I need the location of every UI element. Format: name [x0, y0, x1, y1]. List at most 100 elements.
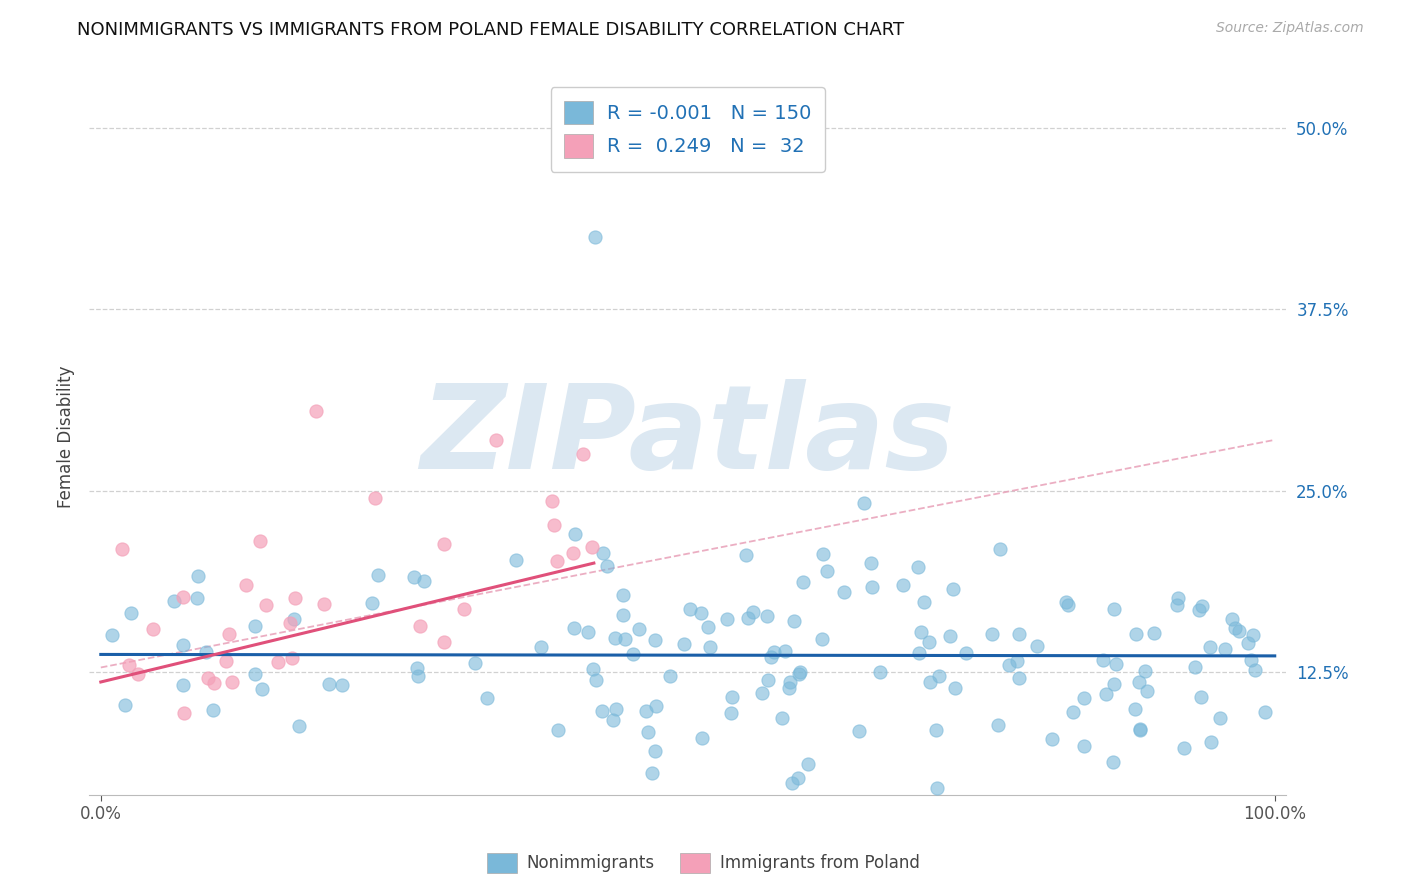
Point — [751, 685, 773, 699]
Point — [955, 646, 977, 660]
Point — [547, 723, 569, 737]
Point — [869, 665, 891, 680]
Point — [562, 546, 585, 560]
Point — [218, 627, 240, 641]
Point — [1040, 732, 1063, 747]
Point — [172, 638, 194, 652]
Point — [1125, 702, 1147, 716]
Point — [592, 546, 614, 560]
Point — [789, 666, 811, 681]
Point — [759, 650, 782, 665]
Point — [1241, 627, 1264, 641]
Point — [987, 718, 1010, 732]
Point — [789, 665, 811, 680]
Point — [939, 629, 962, 643]
Point — [720, 690, 742, 704]
Point — [1189, 690, 1212, 705]
Point — [408, 668, 430, 682]
Point — [284, 591, 307, 606]
Point — [1102, 677, 1125, 691]
Point — [173, 706, 195, 721]
Point — [318, 677, 340, 691]
Point — [1105, 657, 1128, 671]
Point — [127, 667, 149, 681]
Point — [928, 669, 950, 683]
Point — [1239, 653, 1261, 667]
Point — [361, 596, 384, 610]
Point — [142, 622, 165, 636]
Point — [672, 637, 695, 651]
Point — [980, 626, 1002, 640]
Point — [202, 675, 225, 690]
Point — [195, 645, 218, 659]
Point — [1008, 671, 1031, 685]
Point — [658, 669, 681, 683]
Y-axis label: Female Disability: Female Disability — [58, 365, 75, 508]
Point — [283, 612, 305, 626]
Point — [235, 578, 257, 592]
Point — [585, 673, 607, 688]
Point — [1184, 660, 1206, 674]
Point — [925, 780, 948, 795]
Point — [787, 771, 810, 785]
Point — [1128, 675, 1150, 690]
Point — [1104, 602, 1126, 616]
Point — [1062, 705, 1084, 719]
Point — [636, 704, 658, 718]
Point — [562, 621, 585, 635]
Point — [572, 447, 595, 461]
Point — [1007, 627, 1029, 641]
Point — [1125, 626, 1147, 640]
Legend: Nonimmigrants, Immigrants from Poland: Nonimmigrants, Immigrants from Poland — [479, 847, 927, 880]
Point — [942, 582, 965, 597]
Text: ZIPatlas: ZIPatlas — [420, 379, 955, 494]
Point — [595, 559, 617, 574]
Point — [637, 724, 659, 739]
Point — [920, 675, 942, 690]
Point — [543, 518, 565, 533]
Point — [945, 681, 967, 696]
Point — [925, 723, 948, 737]
Point — [1143, 625, 1166, 640]
Point — [741, 605, 763, 619]
Point — [367, 568, 389, 582]
Point — [330, 678, 353, 692]
Point — [1254, 705, 1277, 719]
Point — [621, 647, 644, 661]
Point — [464, 656, 486, 670]
Point — [1209, 711, 1232, 725]
Point — [121, 607, 143, 621]
Point — [214, 654, 236, 668]
Point — [815, 564, 838, 578]
Point — [737, 611, 759, 625]
Point — [720, 706, 742, 721]
Point — [100, 627, 122, 641]
Point — [1227, 624, 1250, 638]
Point — [243, 667, 266, 681]
Point — [860, 580, 883, 594]
Point — [163, 594, 186, 608]
Point — [221, 675, 243, 690]
Point — [1005, 654, 1028, 668]
Point — [591, 704, 613, 718]
Point — [186, 591, 208, 606]
Point — [1129, 722, 1152, 736]
Point — [114, 698, 136, 713]
Point — [716, 612, 738, 626]
Point — [1091, 652, 1114, 666]
Point — [1129, 723, 1152, 738]
Point — [644, 633, 666, 648]
Point — [780, 776, 803, 790]
Point — [1213, 642, 1236, 657]
Point — [907, 559, 929, 574]
Point — [612, 608, 634, 623]
Point — [402, 570, 425, 584]
Point — [641, 766, 664, 780]
Point — [249, 534, 271, 549]
Point — [413, 574, 436, 588]
Point — [1095, 687, 1118, 701]
Point — [1057, 598, 1080, 612]
Point — [564, 527, 586, 541]
Point — [187, 568, 209, 582]
Point — [891, 578, 914, 592]
